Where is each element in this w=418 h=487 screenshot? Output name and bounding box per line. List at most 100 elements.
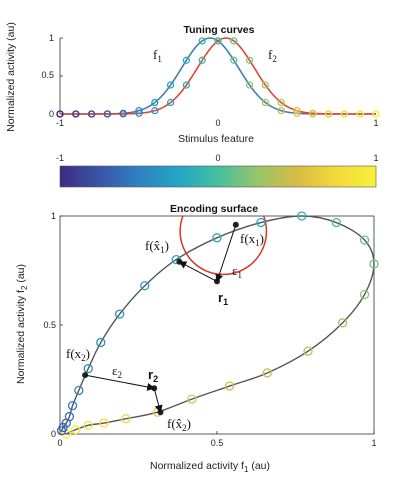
tuning-xtick-1: 1: [373, 118, 378, 128]
arrow-r2-to-fx2hat: [153, 388, 163, 414]
encoding-point-16: [256, 217, 266, 228]
tuning-marker-1-6: [151, 98, 159, 107]
surface-xlabel: Normalized activity f1 (au): [150, 460, 270, 474]
label-eps1: ε1: [232, 263, 242, 280]
tuning-marker-1-13: [261, 98, 270, 107]
tuning-curves-panel: Tuning curves 0 0.5 1 -1 0 1 Stimulus fe…: [5, 22, 380, 145]
tuning-marker-1-12: [245, 81, 254, 89]
encoding-point-12: [369, 259, 379, 269]
encoding-point-19: [140, 281, 150, 291]
tuning-marker-2-20: [372, 110, 380, 118]
encoding-point-1: [71, 424, 81, 435]
encoding-point-9: [303, 346, 313, 356]
tuning-title: Tuning curves: [184, 24, 255, 36]
surface-ytick-1: 1: [51, 211, 56, 221]
encoding-point-14: [331, 217, 341, 228]
label-r1: r1: [218, 290, 228, 307]
encoding-point-22: [83, 363, 93, 374]
encoding-point-21: [96, 337, 106, 348]
encoding-point-2: [83, 420, 93, 430]
encoding-point-7: [224, 381, 235, 391]
tuning-marker-2-3: [103, 110, 112, 118]
tuning-axes: [59, 37, 63, 115]
tuning-marker-2-2: [87, 110, 96, 118]
noise-circle: [179, 216, 268, 276]
tuning-ylabel: Normalized activity (au): [5, 22, 17, 132]
surface-ytick-05: 0.5: [43, 320, 56, 330]
label-fx2: f(x2): [66, 346, 90, 363]
tuning-marker-2-5: [135, 109, 143, 117]
tuning-marker-1-14: [277, 107, 285, 115]
tuning-marker-2-8: [182, 81, 191, 89]
encoding-point-28: [56, 426, 67, 436]
surface-xtick-1: 1: [371, 438, 376, 448]
label-eps2: ε2: [112, 363, 122, 380]
tuning-xtick-neg1: -1: [56, 118, 64, 128]
arrow-eps1: [215, 224, 237, 283]
encoding-point-11: [359, 289, 370, 300]
colorbar-tick-neg1: -1: [56, 153, 64, 163]
tuning-marker-2-19: [356, 110, 364, 118]
encoding-point-4: [121, 414, 131, 424]
surface-xtick-05: 0.5: [211, 438, 224, 448]
surface-title: Encoding surface: [170, 203, 258, 215]
surface-axes: [59, 215, 375, 435]
tuning-marker-2-0: [56, 110, 64, 118]
tuning-curve-1: [60, 37, 376, 115]
surface-ylabel: Normalized activity f2 (au): [15, 264, 29, 384]
tuning-marker-1-8: [182, 56, 191, 64]
encoding-point-13: [359, 235, 370, 245]
surface-frame: [59, 215, 375, 435]
series-label-f1: f1: [153, 47, 162, 64]
encoding-point-20: [115, 309, 125, 319]
tuning-marker-1-7: [166, 81, 175, 89]
label-fx1hat: f(x̂1): [145, 238, 169, 255]
encoding-point-8: [262, 368, 272, 378]
encoding-point-6: [187, 394, 197, 404]
tuning-marker-2-12: [245, 56, 254, 64]
tuning-ytick-0: 0: [49, 109, 54, 119]
tuning-xlabel: Stimulus feature: [178, 133, 254, 145]
tuning-marker-2-14: [277, 98, 285, 107]
tuning-marker-2-7: [166, 98, 175, 107]
tuning-marker-1-15: [293, 109, 301, 117]
tuning-marker-1-5: [135, 107, 143, 115]
colorbar: -1 0 1: [56, 153, 379, 188]
encoding-point-3: [99, 418, 109, 428]
tuning-marker-2-18: [340, 110, 349, 118]
tuning-marker-2-17: [324, 110, 333, 118]
series-label-f2: f2: [268, 47, 277, 64]
encoding-point-23: [74, 385, 84, 396]
encoding-curve: [60, 215, 375, 435]
encoding-point-15: [297, 211, 307, 221]
tuning-markers: [56, 37, 380, 118]
encoding-points: [56, 211, 379, 439]
tuning-curve-2: [60, 37, 376, 115]
arrow-eps2: [85, 374, 156, 391]
tuning-marker-1-9: [198, 37, 206, 45]
surface-ytick-0: 0: [51, 429, 56, 439]
encoding-point-17: [212, 233, 222, 243]
tuning-curves: [60, 37, 376, 115]
noise-circle-shape: [179, 216, 268, 276]
tuning-marker-2-1: [72, 110, 80, 118]
tuning-ytick-1: 1: [49, 33, 54, 43]
colorbar-tick-1: 1: [373, 153, 378, 163]
tuning-ytick-05: 0.5: [41, 70, 54, 80]
surface-xtick-0: 0: [57, 438, 62, 448]
tuning-marker-2-6: [151, 107, 159, 115]
tuning-marker-2-16: [309, 109, 317, 117]
tuning-marker-1-11: [230, 56, 238, 64]
colorbar-tick-0: 0: [215, 153, 220, 163]
label-fx1: f(x1): [240, 231, 264, 248]
tuning-xtick-0: 0: [215, 118, 220, 128]
tuning-marker-2-11: [230, 37, 238, 45]
tuning-marker-2-4: [119, 110, 127, 118]
label-fx2hat: f(x̂2): [167, 416, 191, 433]
tuning-marker-2-9: [198, 56, 206, 64]
tuning-marker-2-15: [293, 107, 301, 115]
encoding-point-10: [337, 318, 348, 328]
